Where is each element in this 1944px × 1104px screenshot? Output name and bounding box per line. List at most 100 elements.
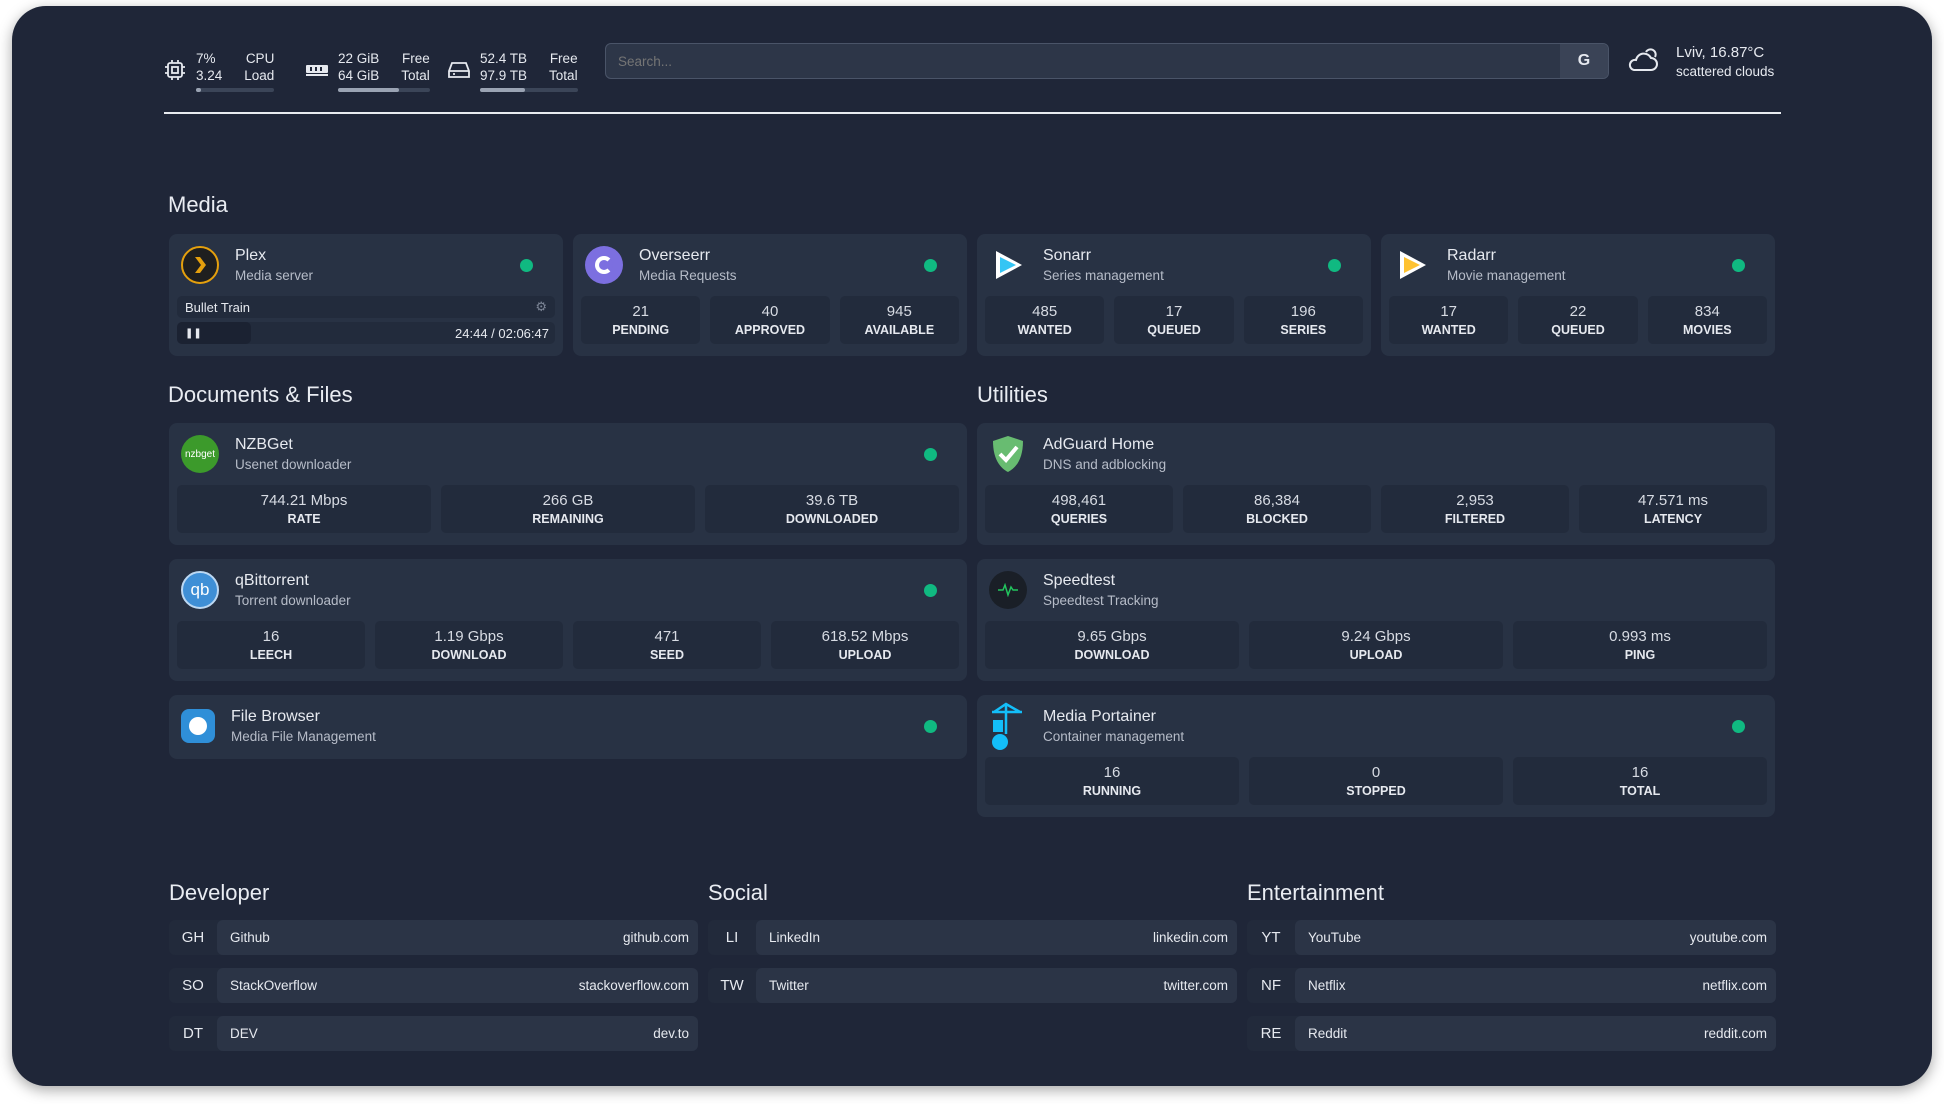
service-name: NZBGet bbox=[235, 436, 293, 453]
total-label: Total bbox=[549, 68, 578, 83]
bookmark-abbr: NF bbox=[1261, 977, 1281, 994]
service-desc: Media File Management bbox=[231, 729, 376, 744]
stat-block: 16 LEECH bbox=[177, 621, 365, 669]
plex-card[interactable]: Plex Media server Bullet Train ⚙ ❚❚ 24:44… bbox=[169, 234, 563, 356]
stats-row: 9.65 Gbps DOWNLOAD 9.24 Gbps UPLOAD 0.993 ms… bbox=[977, 621, 1775, 669]
bookmark-group-title: Developer bbox=[169, 880, 270, 905]
status-dot bbox=[1732, 258, 1745, 272]
stat-block: 834 MOVIES bbox=[1647, 296, 1767, 344]
bookmark-name: LinkedIn bbox=[769, 930, 821, 945]
status-dot bbox=[1732, 719, 1745, 733]
playback-bar[interactable]: ❚❚ 24:44 / 02:06:47 bbox=[177, 322, 555, 344]
nzbget-card[interactable]: nzbget NZBGet Usenet downloader 744.21 Mbps… bbox=[169, 423, 967, 545]
status-dot bbox=[520, 258, 533, 272]
stat-label: LATENCY bbox=[1643, 512, 1703, 526]
radarr-card[interactable]: Radarr Movie management 17 WANTED 22 QUEUED 83… bbox=[1381, 234, 1775, 356]
stat-label: LEECH bbox=[249, 648, 293, 662]
status-dot bbox=[924, 258, 937, 272]
adguard-card[interactable]: AdGuard Home DNS and adblocking 498,461 QUE… bbox=[977, 423, 1775, 545]
portainer-card[interactable]: Media Portainer Container management 16 RUN… bbox=[977, 695, 1775, 817]
stat-value: 16 bbox=[262, 628, 280, 645]
stats-row: 744.21 Mbps RATE 266 GB REMAINING 39.6 TB DOW… bbox=[169, 485, 967, 533]
speedtest-pulse-icon bbox=[989, 571, 1027, 609]
playback-time: 24:44 / 02:06:47 bbox=[455, 325, 549, 341]
stat-label: REMAINING bbox=[532, 512, 604, 526]
memory-icon bbox=[304, 57, 330, 83]
status-dot bbox=[924, 583, 937, 597]
stat-block: 40 APPROVED bbox=[710, 296, 830, 344]
service-desc: Speedtest Tracking bbox=[1043, 593, 1159, 608]
file-browser-card[interactable]: File Browser Media File Management bbox=[169, 695, 967, 759]
pause-icon[interactable]: ❚❚ bbox=[185, 327, 202, 339]
stat-value: 39.6 TB bbox=[805, 492, 859, 509]
service-name: Overseerr bbox=[639, 247, 711, 264]
search-provider-button[interactable]: G bbox=[1560, 44, 1608, 78]
stat-label: QUEUED bbox=[1147, 323, 1201, 337]
stats-row: 498,461 QUERIES 86,384 BLOCKED 2,953 FILTERED… bbox=[977, 485, 1775, 533]
bookmark-link[interactable]: GH Github github.com bbox=[169, 920, 698, 955]
stat-label: DOWNLOADED bbox=[785, 512, 879, 526]
cpu-icon bbox=[162, 57, 188, 83]
bookmark-link[interactable]: TW Twitter twitter.com bbox=[708, 968, 1237, 1003]
memory-widget: 22 GiB Free 64 GiB Total bbox=[304, 46, 430, 94]
stat-value: 17 bbox=[1440, 303, 1457, 320]
speedtest-card[interactable]: Speedtest Speedtest Tracking 9.65 Gbps DOWN… bbox=[977, 559, 1775, 681]
overseerr-card[interactable]: Overseerr Media Requests 21 PENDING 40 APPROV… bbox=[573, 234, 967, 356]
bookmark-abbr: GH bbox=[181, 929, 205, 946]
service-name: File Browser bbox=[231, 708, 320, 725]
file-browser-icon bbox=[181, 709, 215, 743]
stats-row: 17 WANTED 22 QUEUED 834 MOVIES bbox=[1381, 296, 1775, 344]
bookmark-link[interactable]: RE Reddit reddit.com bbox=[1247, 1016, 1776, 1051]
stat-value: 16 bbox=[1631, 764, 1649, 781]
qbittorrent-card[interactable]: qb qBittorrent Torrent downloader 16 LEECH 1.… bbox=[169, 559, 967, 681]
hard-drive-icon bbox=[446, 57, 472, 83]
bookmark-name: Github bbox=[230, 930, 270, 945]
sonarr-card[interactable]: Sonarr Series management 485 WANTED 17 QUEUED… bbox=[977, 234, 1371, 356]
disk-total: 97.9 TB bbox=[480, 68, 528, 83]
stat-value: 22 bbox=[1569, 303, 1587, 320]
section-title-media: Media bbox=[168, 192, 228, 217]
stat-label: AVAILABLE bbox=[864, 323, 935, 337]
memory-free: 22 GiB bbox=[338, 51, 380, 66]
stat-block: 16 RUNNING bbox=[985, 757, 1239, 805]
bookmark-url: github.com bbox=[622, 930, 689, 945]
search-input[interactable] bbox=[606, 44, 1560, 78]
stat-block: 9.24 Gbps UPLOAD bbox=[1249, 621, 1503, 669]
cpu-bar bbox=[196, 88, 275, 92]
stat-value: 485 bbox=[1032, 303, 1058, 320]
bookmark-link[interactable]: LI LinkedIn linkedin.com bbox=[708, 920, 1237, 955]
service-name: qBittorrent bbox=[235, 572, 309, 589]
bookmark-link[interactable]: NF Netflix netflix.com bbox=[1247, 968, 1776, 1003]
free-label: Free bbox=[549, 51, 578, 66]
bookmark-name: StackOverflow bbox=[230, 978, 318, 993]
stats-row: 16 LEECH 1.19 Gbps DOWNLOAD 471 SEED 618.52 Mb… bbox=[169, 621, 967, 669]
stat-block: 618.52 Mbps UPLOAD bbox=[771, 621, 959, 669]
stat-value: 945 bbox=[886, 303, 912, 320]
stat-value: 0 bbox=[1371, 764, 1381, 781]
stat-value: 498,461 bbox=[1051, 492, 1107, 509]
portainer-crane-icon bbox=[989, 702, 1027, 750]
bookmark-url: dev.to bbox=[653, 1026, 689, 1041]
stats-row: 485 WANTED 17 QUEUED 196 SERIES bbox=[977, 296, 1371, 344]
bookmark-url: stackoverflow.com bbox=[578, 978, 689, 993]
memory-bar bbox=[338, 88, 430, 92]
disk-bar bbox=[480, 88, 578, 92]
plex-icon bbox=[181, 246, 219, 284]
stat-block: 0 STOPPED bbox=[1249, 757, 1503, 805]
bookmark-abbr: SO bbox=[182, 977, 204, 994]
bookmark-link[interactable]: DT DEV dev.to bbox=[169, 1016, 698, 1051]
service-name: AdGuard Home bbox=[1043, 436, 1155, 453]
service-name: Speedtest bbox=[1043, 572, 1116, 589]
stat-block: 1.19 Gbps DOWNLOAD bbox=[375, 621, 563, 669]
status-dot bbox=[924, 447, 937, 461]
service-desc: Usenet downloader bbox=[235, 457, 352, 472]
bookmark-link[interactable]: YT YouTube youtube.com bbox=[1247, 920, 1776, 955]
stat-block: 21 PENDING bbox=[581, 296, 701, 344]
stat-value: 744.21 Mbps bbox=[260, 492, 348, 509]
settings-icon[interactable]: ⚙ bbox=[535, 299, 547, 314]
bookmark-link[interactable]: SO StackOverflow stackoverflow.com bbox=[169, 968, 698, 1003]
bookmark-url: youtube.com bbox=[1689, 930, 1767, 945]
stat-label: UPLOAD bbox=[838, 648, 892, 662]
stat-block: 266 GB REMAINING bbox=[441, 485, 695, 533]
stat-label: APPROVED bbox=[734, 323, 806, 337]
